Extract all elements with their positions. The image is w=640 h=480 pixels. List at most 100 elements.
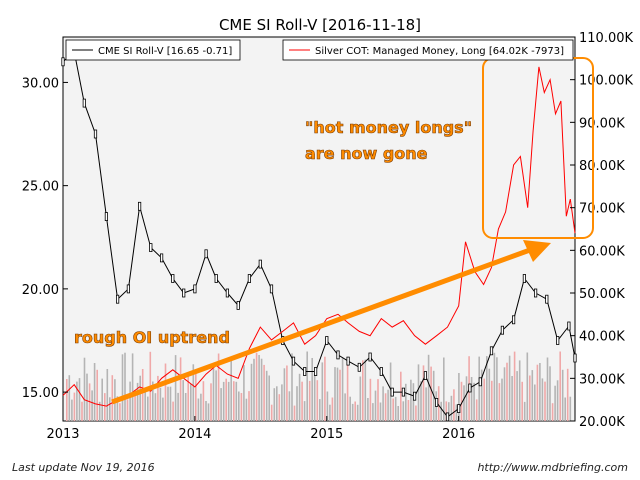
right-tick-label: 70.00K	[579, 202, 625, 217]
volume-bar	[503, 367, 506, 421]
price-point	[500, 325, 505, 335]
volume-bar	[293, 405, 296, 421]
volume-bar	[450, 395, 453, 421]
volume-bar	[498, 383, 501, 421]
volume-bar	[465, 376, 468, 421]
volume-bar	[554, 385, 556, 421]
volume-bar	[377, 379, 379, 421]
price-point	[478, 377, 482, 387]
volume-bar	[136, 382, 139, 421]
volume-bar	[270, 404, 273, 421]
volume-bar	[534, 384, 536, 421]
volume-bar	[308, 380, 311, 421]
volume-bar	[427, 354, 430, 421]
volume-bar	[248, 391, 250, 421]
volume-bar	[288, 391, 291, 421]
volume-bar	[230, 359, 232, 421]
volume-bar	[339, 369, 341, 421]
volume-bar	[346, 360, 349, 421]
volume-bar	[227, 381, 230, 421]
volume-bar	[238, 391, 240, 421]
volume-bar	[549, 366, 551, 421]
price-point	[116, 294, 120, 304]
volume-bar	[460, 381, 463, 421]
price-point	[423, 371, 428, 381]
legend-cot-label: Silver COT: Managed Money, Long [64.02K …	[315, 46, 564, 57]
cot-series	[62, 66, 576, 407]
volume-bar	[134, 395, 136, 421]
price-point	[149, 243, 153, 253]
volume-bar	[443, 357, 445, 421]
price-point	[346, 356, 350, 366]
price-point	[214, 274, 218, 283]
volume-bar	[217, 353, 220, 421]
price-point	[204, 249, 208, 259]
volume-bar	[463, 385, 465, 421]
volume-bar	[96, 369, 98, 421]
volume-bar	[422, 365, 425, 421]
volume-bar	[255, 352, 258, 421]
volume-bar	[437, 386, 440, 421]
volume-bar	[126, 399, 129, 421]
volume-bar	[76, 381, 78, 421]
volume-bar	[212, 368, 215, 421]
volume-bar	[253, 358, 255, 421]
volume-bar	[526, 352, 529, 421]
volume-bar	[73, 392, 76, 421]
price-point	[567, 321, 571, 331]
x-tick-label: 2013	[46, 427, 79, 442]
volume-bar	[296, 386, 298, 421]
volume-bar	[235, 381, 238, 421]
volume-bar	[210, 383, 212, 421]
volume-bar	[367, 398, 369, 421]
legend-price-box	[65, 39, 241, 61]
volume-bar	[448, 402, 450, 421]
volume-bar	[152, 381, 154, 421]
volume-bar	[129, 381, 131, 421]
volume-bar	[243, 365, 245, 421]
volume-bar	[179, 357, 182, 421]
volume-bar	[397, 406, 399, 421]
volume-bar	[124, 352, 126, 421]
volume-bar	[278, 394, 281, 421]
right-tick-label: 100.00K	[579, 74, 633, 89]
price-point	[303, 367, 307, 376]
volume-bar	[324, 356, 326, 421]
price-point	[104, 212, 108, 222]
volume-bar	[511, 376, 513, 421]
volume-bar	[66, 379, 68, 421]
price-point	[434, 397, 439, 407]
volume-bar	[139, 375, 141, 421]
volume-bar	[141, 369, 144, 421]
volume-bar	[359, 376, 362, 421]
volume-bar	[362, 360, 364, 421]
volume-bar	[400, 371, 402, 421]
volume-bar	[410, 379, 412, 421]
volume-bar	[539, 363, 541, 421]
annotation-oi-uptrend: rough OI uptrend	[74, 328, 230, 347]
volume-bar	[354, 401, 356, 421]
volume-bar	[556, 380, 559, 421]
volume-bar	[387, 389, 389, 421]
volume-bar	[313, 373, 316, 421]
trend-arrowhead	[523, 240, 551, 262]
volume-bar	[162, 397, 164, 421]
volume-bar	[536, 364, 539, 421]
volume-bar	[440, 401, 442, 421]
legend-price-label: CME SI Roll-V [16.65 -0.71]	[98, 46, 232, 57]
right-tick-label: 90.00K	[579, 116, 625, 131]
volume-bar	[222, 381, 225, 421]
price-point	[357, 362, 361, 372]
volume-bar	[402, 401, 405, 421]
volume-bar	[260, 358, 263, 421]
volume-bar	[81, 401, 83, 421]
volume-bar	[331, 397, 334, 421]
volume-bar	[283, 368, 286, 421]
volume-bar	[91, 390, 93, 421]
volume-bar	[195, 370, 197, 421]
volume-bar	[167, 386, 169, 421]
volume-bar	[372, 403, 374, 421]
annotation-now-gone: are now gone	[305, 144, 428, 163]
volume-bar	[384, 393, 387, 421]
